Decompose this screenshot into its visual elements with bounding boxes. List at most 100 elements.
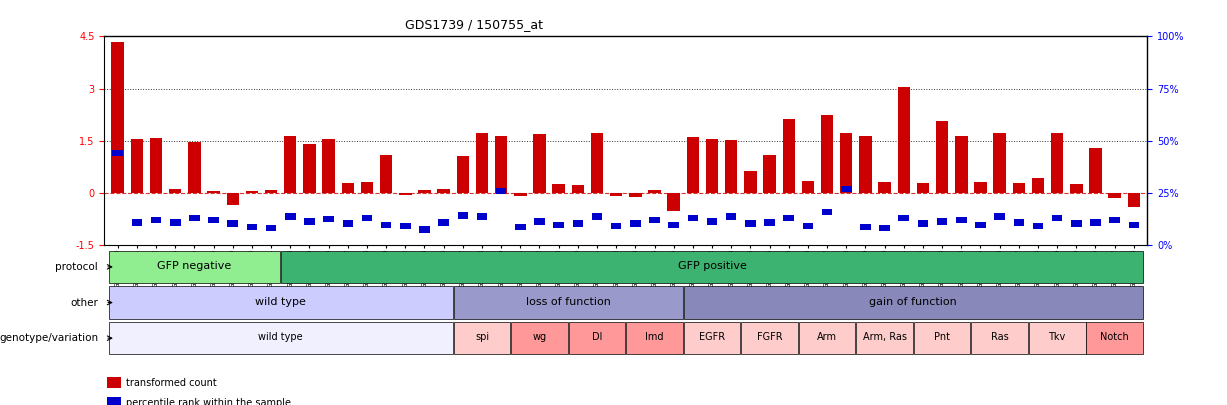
Text: loss of function: loss of function: [526, 297, 611, 307]
Bar: [534, 134, 546, 193]
Bar: [687, 215, 698, 221]
Bar: [955, 136, 968, 193]
Bar: [227, 220, 238, 227]
Bar: [130, 139, 144, 193]
Bar: [108, 286, 453, 319]
Bar: [113, 150, 123, 156]
Text: Imd: Imd: [645, 333, 664, 343]
Bar: [342, 220, 353, 227]
Bar: [534, 218, 545, 224]
Bar: [458, 212, 467, 219]
Bar: [108, 322, 453, 354]
Bar: [629, 193, 642, 197]
Bar: [859, 136, 871, 193]
Bar: [802, 223, 814, 229]
Bar: [974, 182, 987, 193]
Bar: [1033, 223, 1043, 229]
Text: protocol: protocol: [55, 262, 98, 272]
Bar: [1109, 217, 1120, 223]
Bar: [285, 213, 296, 220]
Bar: [1032, 178, 1044, 193]
Bar: [515, 224, 525, 230]
Text: other: other: [70, 298, 98, 307]
Bar: [801, 181, 815, 193]
Text: Ras: Ras: [990, 333, 1009, 343]
Bar: [799, 322, 855, 354]
Bar: [683, 322, 740, 354]
Text: wild type: wild type: [255, 297, 306, 307]
Text: Tkv: Tkv: [1049, 333, 1066, 343]
Bar: [380, 156, 393, 193]
Bar: [626, 322, 683, 354]
Bar: [783, 119, 795, 193]
Bar: [687, 136, 699, 193]
Bar: [438, 219, 449, 226]
Bar: [707, 218, 718, 224]
Bar: [514, 193, 526, 196]
Bar: [1108, 193, 1121, 198]
Text: Arm: Arm: [817, 333, 837, 343]
Bar: [897, 87, 910, 193]
Bar: [1014, 219, 1025, 226]
Bar: [324, 216, 334, 222]
Text: Dl: Dl: [591, 333, 602, 343]
Text: GFP positive: GFP positive: [677, 261, 746, 271]
Text: wild type: wild type: [259, 333, 303, 343]
Bar: [1052, 215, 1063, 221]
Text: Arm, Ras: Arm, Ras: [863, 333, 907, 343]
Bar: [856, 322, 913, 354]
Bar: [784, 215, 794, 221]
Bar: [247, 224, 258, 230]
Bar: [918, 220, 928, 227]
Bar: [420, 226, 429, 232]
Bar: [741, 322, 798, 354]
Bar: [169, 189, 182, 193]
Bar: [437, 189, 450, 193]
Bar: [1070, 184, 1082, 193]
Bar: [956, 217, 967, 223]
Text: GFP negative: GFP negative: [157, 261, 232, 271]
Bar: [1086, 322, 1144, 354]
Bar: [1129, 222, 1139, 228]
Text: wg: wg: [533, 333, 546, 343]
Bar: [822, 209, 832, 215]
Bar: [648, 190, 661, 193]
Bar: [611, 223, 621, 229]
Bar: [725, 140, 737, 193]
Bar: [745, 220, 756, 227]
Bar: [706, 139, 718, 193]
Bar: [303, 143, 315, 193]
Bar: [362, 215, 372, 221]
Bar: [573, 220, 583, 227]
Bar: [341, 183, 355, 193]
Bar: [840, 185, 852, 192]
Bar: [151, 217, 161, 223]
Bar: [914, 322, 971, 354]
Bar: [150, 138, 162, 193]
Bar: [207, 191, 220, 193]
Bar: [400, 223, 411, 229]
Bar: [898, 215, 909, 221]
Bar: [553, 222, 564, 228]
Bar: [209, 217, 218, 223]
Bar: [245, 191, 258, 193]
Bar: [361, 182, 373, 193]
Text: genotype/variation: genotype/variation: [0, 333, 98, 343]
Bar: [380, 222, 391, 228]
Bar: [418, 190, 431, 193]
Bar: [683, 286, 1144, 319]
Bar: [667, 193, 680, 211]
Text: Notch: Notch: [1101, 333, 1129, 343]
Bar: [763, 156, 775, 193]
Bar: [1028, 322, 1086, 354]
Bar: [171, 219, 180, 226]
Bar: [669, 222, 679, 228]
Text: spi: spi: [475, 333, 490, 343]
Bar: [937, 218, 947, 224]
Bar: [477, 213, 487, 220]
Text: GDS1739 / 150755_at: GDS1739 / 150755_at: [405, 18, 542, 31]
Bar: [281, 251, 1144, 283]
Bar: [744, 171, 757, 193]
Bar: [454, 322, 510, 354]
Bar: [840, 133, 853, 193]
